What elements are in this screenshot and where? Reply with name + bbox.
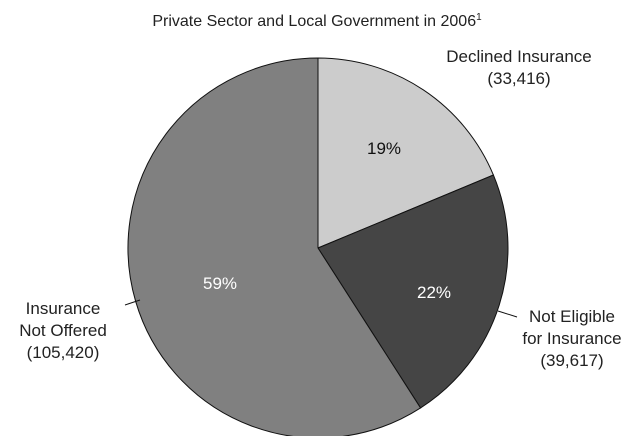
leader-line-not-eligible [497, 310, 518, 318]
slice-label-line: (33,416) [487, 69, 550, 88]
slice-label-line: Not Eligible [529, 307, 615, 326]
pie-leader-lines [124, 299, 518, 318]
pie-slice-declined-insurance [317, 57, 495, 249]
chart-title: Private Sector and Local Government in 2… [152, 12, 482, 30]
pie-percent-label-not-offered: 59% [203, 274, 237, 293]
chart-title-footnote: 1 [476, 12, 482, 23]
pie-percent-label-not-eligible: 22% [417, 283, 451, 302]
slice-label-declined-insurance: Declined Insurance (33,416) [446, 47, 592, 88]
slice-label-not-offered: Insurance Not Offered (105,420) [19, 299, 107, 362]
pie-percent-label-declined-insurance: 19% [367, 139, 401, 158]
pie-slice-not-eligible [317, 174, 509, 409]
pie-slice-labels: Declined Insurance (33,416) Not Eligible fo… [19, 47, 621, 370]
leader-line-not-offered [124, 299, 141, 306]
slice-label-line: (39,617) [540, 351, 603, 370]
slice-label-line: Insurance [26, 299, 101, 318]
chart-title-text: Private Sector and Local Government in 2… [152, 13, 476, 30]
slice-label-line: Declined Insurance [446, 47, 592, 66]
slice-label-line: (105,420) [27, 343, 100, 362]
pie-percent-labels: 19% 22% 59% [203, 139, 451, 302]
pie-slices [127, 57, 509, 436]
slice-label-line: for Insurance [522, 329, 621, 348]
slice-label-not-eligible: Not Eligible for Insurance (39,617) [522, 307, 621, 370]
slice-label-line: Not Offered [19, 321, 107, 340]
